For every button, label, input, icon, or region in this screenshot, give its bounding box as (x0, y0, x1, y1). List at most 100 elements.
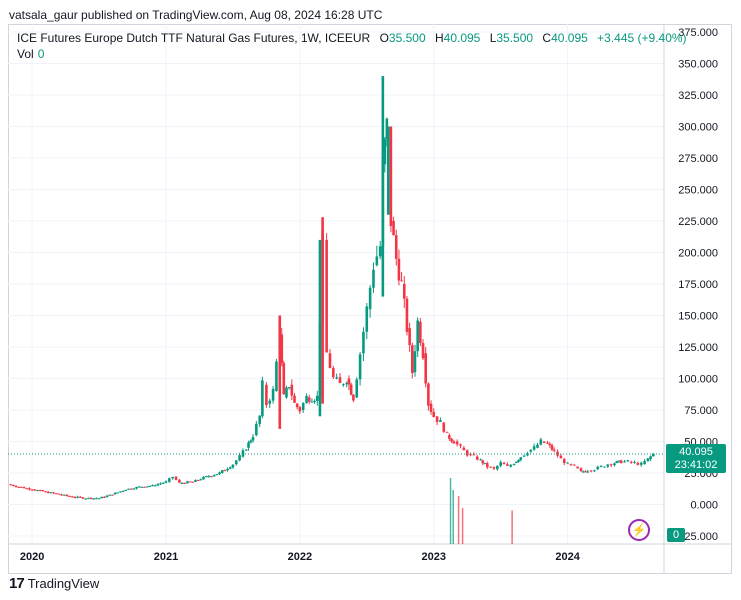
last-price-badge: 40.095 23:41:02 (666, 444, 726, 473)
candle-body (499, 462, 502, 466)
close-value: 40.095 (551, 31, 588, 45)
candle-body (442, 422, 446, 432)
candle-body (188, 481, 192, 483)
y-tick-label: 250.000 (678, 185, 718, 197)
candle-body (143, 486, 146, 488)
candle-body (368, 287, 372, 310)
y-tick-label: 100.000 (678, 374, 718, 386)
volume-badge: 0 (667, 528, 685, 542)
candle-body (427, 383, 430, 406)
candle-body (375, 256, 379, 266)
candle-body (629, 461, 633, 463)
candle-body (271, 388, 275, 401)
volume-bar (461, 508, 464, 544)
candle-body (41, 490, 45, 492)
candle-body (207, 476, 211, 478)
volume-bar (457, 496, 460, 544)
candle-body (60, 494, 63, 496)
candle-body (615, 461, 618, 463)
candle-body (400, 280, 403, 282)
candle-body (62, 494, 66, 496)
candle-body (180, 482, 184, 484)
candle-body (397, 258, 401, 281)
candle-body (321, 217, 324, 404)
candle-body (496, 465, 499, 470)
candle-body (649, 456, 652, 460)
candle-body (119, 491, 122, 493)
candle-body (153, 485, 157, 487)
candle-body (148, 485, 152, 487)
candle-body (332, 368, 335, 378)
candle-body (562, 459, 566, 464)
candle-body (372, 269, 375, 288)
candle-body (606, 464, 610, 467)
candle-body (137, 486, 141, 488)
chart-legend: ICE Futures Europe Dutch TTF Natural Gas… (17, 31, 687, 45)
brand-name: TradingView (27, 576, 100, 591)
candle-body (298, 407, 302, 412)
candle-body (68, 495, 71, 497)
candle-body (108, 494, 112, 496)
candle-body (355, 379, 359, 398)
candle-body (275, 361, 278, 392)
candle-body (483, 463, 487, 465)
candle-body (313, 400, 316, 402)
candle-body (33, 489, 37, 491)
candle-body (619, 460, 623, 464)
candle-body (459, 444, 462, 446)
candle-body (151, 484, 154, 486)
candle-body (479, 459, 482, 461)
candle-body (636, 462, 640, 465)
candle-body (89, 497, 93, 499)
candle-body (287, 387, 291, 389)
candle-body (514, 461, 518, 463)
candle-body (20, 486, 23, 488)
candle-body (103, 496, 106, 498)
lightning-icon[interactable]: ⚡ (628, 519, 650, 541)
candle-body (445, 431, 449, 433)
candle-body (646, 458, 650, 462)
candle-body (519, 457, 523, 460)
y-tick-label: -25.000 (681, 531, 718, 543)
candle-body (509, 464, 513, 467)
candle-body (249, 440, 253, 443)
candlestick-chart[interactable]: 375.000 350.000 325.000 300.000 275.000 250.0… (8, 24, 732, 574)
candle-body (469, 454, 472, 456)
candle-body (581, 471, 585, 473)
candle-body (285, 387, 288, 398)
candle-body (247, 442, 250, 448)
candle-body (429, 403, 433, 412)
candle-body (536, 444, 539, 448)
candle-body (576, 466, 579, 469)
symbol-title[interactable]: ICE Futures Europe Dutch TTF Natural Gas… (17, 31, 371, 45)
y-tick-label: 125.000 (678, 342, 718, 354)
y-tick-label: 175.000 (678, 279, 718, 291)
footer-brand[interactable]: 17 TradingView (9, 575, 99, 592)
candle-body (161, 482, 165, 484)
candle-body (22, 487, 26, 489)
candle-body (378, 246, 382, 257)
candle-body (145, 486, 149, 488)
candle-body (30, 489, 34, 491)
candle-body (113, 492, 117, 495)
candle-body (178, 479, 181, 483)
candle-body (215, 474, 219, 476)
candle-body (596, 466, 600, 470)
candle-body (238, 455, 241, 461)
candle-body (54, 493, 58, 495)
candle-body (349, 384, 353, 395)
candle-body (186, 481, 189, 484)
volume-label: Vol (17, 47, 34, 61)
y-tick-label: 325.000 (678, 90, 718, 102)
candle-body (609, 464, 613, 466)
candle-body (245, 449, 248, 451)
candle-body (328, 353, 332, 369)
candle-body (78, 496, 82, 498)
candle-body (87, 497, 90, 499)
candle-body (626, 460, 630, 462)
candle-body (421, 343, 425, 359)
candle-body (358, 354, 362, 380)
candle-body (210, 476, 213, 478)
candle-body (228, 467, 232, 469)
candle-body (129, 488, 133, 490)
